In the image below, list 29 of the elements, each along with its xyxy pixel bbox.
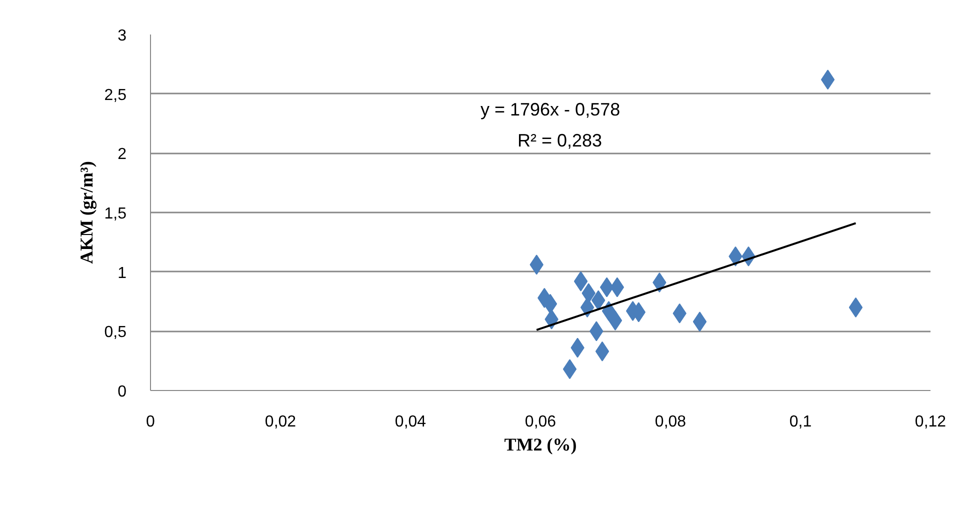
x-tick-label: 0,06 [524,414,556,430]
x-tick-label: 0,12 [914,414,946,430]
point [610,277,624,298]
point [562,359,577,380]
x-tick-label: 0,08 [654,414,686,430]
point [595,341,610,362]
x-tick-label: 0 [146,414,156,430]
x-tick-label: 0,1 [789,414,812,430]
y-axis-title: AKM (gr/m³) [76,161,96,264]
y-tick-label: 1 [118,264,127,282]
point [574,271,588,292]
point [608,310,622,330]
point [692,312,707,332]
y-tick-label: 0,5 [104,324,127,342]
y-tick-label: 0 [118,384,127,400]
annotation: R² = 0,283 [518,130,602,150]
annotation: y = 1796x - 0,578 [480,100,620,120]
point [543,294,558,314]
y-tick-label: 2 [118,146,127,164]
y-tick-label: 1,5 [104,206,127,222]
point [600,277,614,298]
y-tick-label: 3 [118,28,127,44]
point [820,70,835,90]
x-tick-label: 0,04 [394,414,426,430]
point [580,297,594,318]
x-tick-label: 0,02 [264,414,296,430]
x-axis-title: TM2 (%) [504,434,577,454]
point [848,297,863,318]
y-tick-label: 2,5 [104,86,127,104]
